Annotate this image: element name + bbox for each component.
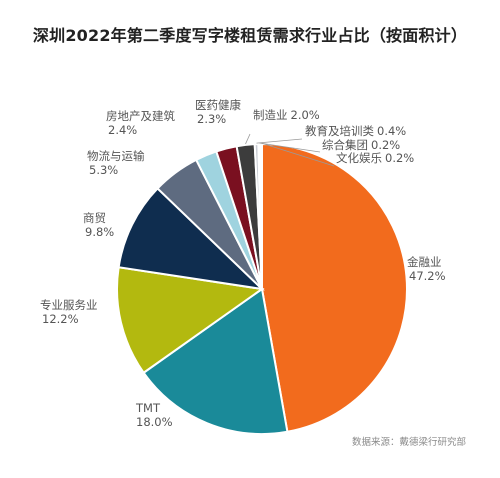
slice-value-2: 18.0%	[136, 415, 173, 429]
slice-name-8: 制造业	[253, 108, 288, 122]
slice-name-7: 医药健康	[195, 98, 241, 112]
leader-line-8	[245, 133, 251, 145]
chart-title: 深圳2022年第二季度写字楼租赁需求行业占比（按面积计）	[32, 26, 468, 45]
slice-name-4: 商贸	[83, 211, 106, 225]
pie-slice-3	[116, 266, 265, 375]
leader-line-11	[260, 142, 335, 167]
slice-name-1: 金融业	[407, 255, 442, 269]
slice-value-6: 2.4%	[108, 123, 137, 137]
slice-name-6: 房地产及建筑	[106, 109, 175, 123]
pie-slice-1	[261, 142, 408, 433]
slice-name-11: 文化娱乐	[336, 151, 382, 165]
slice-label-9: 教育及培训类 0.4%	[305, 124, 406, 138]
slice-value-7: 2.3%	[197, 112, 226, 126]
slice-value-4: 9.8%	[85, 225, 114, 239]
leader-line-9	[256, 138, 303, 144]
slice-value-10: 0.2%	[371, 138, 400, 152]
pie-slice-11	[259, 142, 263, 290]
slice-name-5: 物流与运输	[87, 149, 145, 163]
source-note: 数据来源：戴德梁行研究部	[351, 437, 466, 448]
slice-value-9: 0.4%	[377, 124, 406, 138]
slice-name-2: TMT	[135, 401, 161, 415]
slice-label-11: 文化娱乐 0.2%	[336, 151, 414, 165]
slice-value-5: 5.3%	[89, 163, 118, 177]
slice-label-10: 综合集团 0.2%	[322, 138, 400, 152]
slice-value-1: 47.2%	[409, 269, 446, 283]
pie-slice-2	[142, 287, 289, 435]
slice-name-9: 教育及培训类	[305, 124, 374, 138]
pie-slice-4	[117, 187, 265, 291]
slice-label-8: 制造业 2.0%	[253, 108, 320, 122]
slice-name-3: 专业服务业	[40, 298, 98, 312]
leader-line-10	[259, 142, 321, 153]
slice-name-10: 综合集团	[322, 138, 368, 152]
slice-value-11: 0.2%	[385, 151, 414, 165]
slice-value-8: 2.0%	[291, 108, 320, 122]
slice-value-3: 12.2%	[42, 312, 79, 326]
